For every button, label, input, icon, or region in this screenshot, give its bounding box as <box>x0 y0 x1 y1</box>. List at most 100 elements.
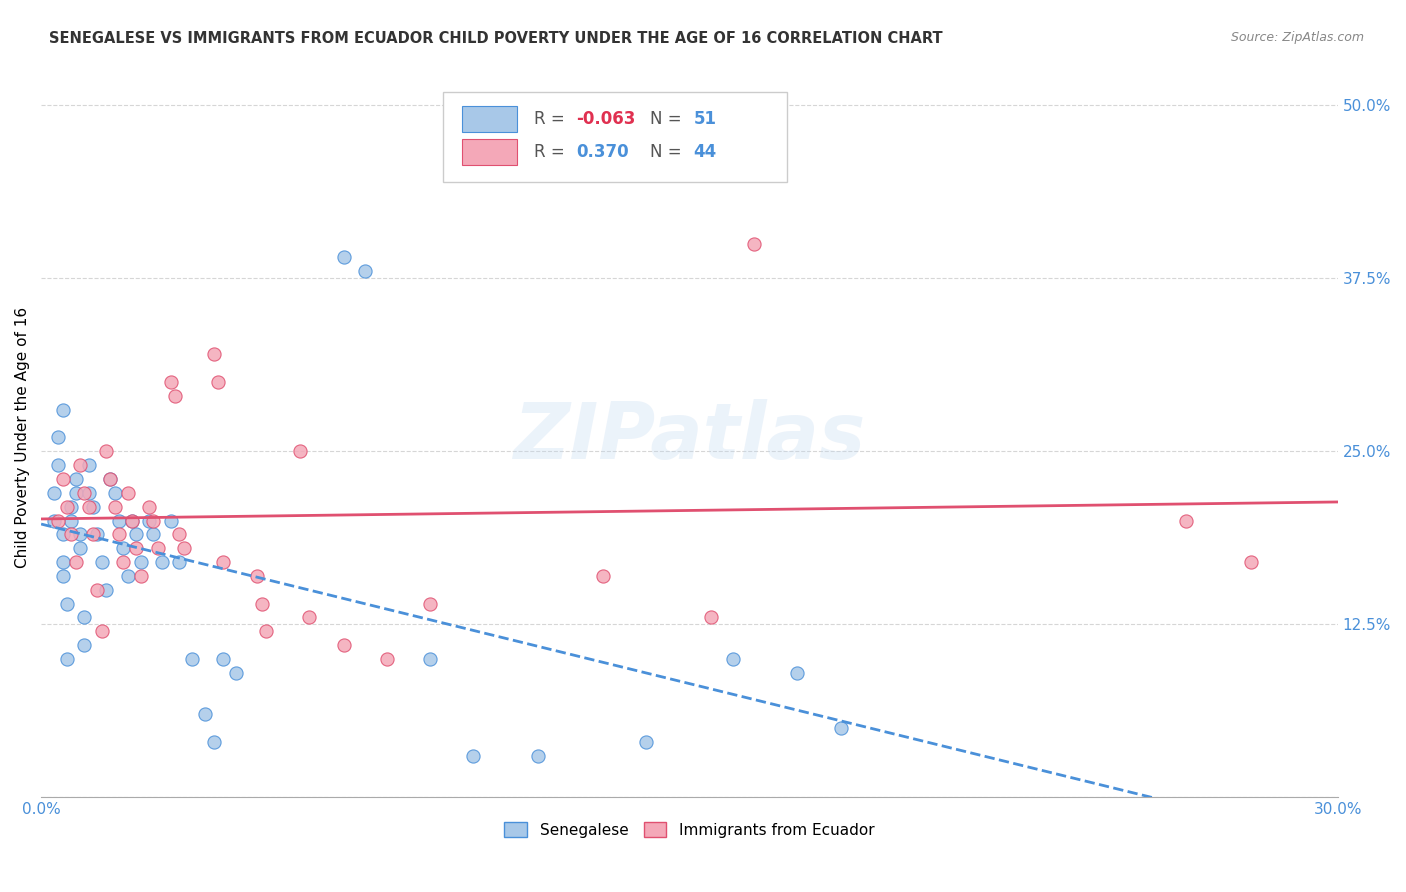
Point <box>1175 514 1198 528</box>
Point <box>42 485 65 500</box>
FancyBboxPatch shape <box>463 106 517 132</box>
Point <box>254 624 277 639</box>
Point <box>207 375 229 389</box>
Point <box>332 251 354 265</box>
Point <box>636 735 658 749</box>
Point <box>65 555 87 569</box>
Point <box>169 527 191 541</box>
Point <box>721 652 744 666</box>
Y-axis label: Child Poverty Under the Age of 16: Child Poverty Under the Age of 16 <box>15 307 30 568</box>
Legend: Senegalese, Immigrants from Ecuador: Senegalese, Immigrants from Ecuador <box>498 815 880 844</box>
Point <box>146 541 169 556</box>
Text: R =: R = <box>534 143 569 161</box>
Point <box>77 458 100 472</box>
Point <box>103 485 125 500</box>
Point <box>65 472 87 486</box>
Point <box>463 748 485 763</box>
Point <box>375 652 398 666</box>
Point <box>103 500 125 514</box>
Point <box>786 665 808 680</box>
Point <box>159 375 181 389</box>
Point <box>52 569 75 583</box>
Point <box>129 569 152 583</box>
Point <box>52 555 75 569</box>
Point <box>117 485 139 500</box>
Point <box>211 652 233 666</box>
Text: 0.370: 0.370 <box>576 143 630 161</box>
Text: SENEGALESE VS IMMIGRANTS FROM ECUADOR CHILD POVERTY UNDER THE AGE OF 16 CORRELAT: SENEGALESE VS IMMIGRANTS FROM ECUADOR CH… <box>49 31 943 46</box>
Point <box>77 500 100 514</box>
Point <box>69 541 91 556</box>
Point <box>419 652 441 666</box>
Point <box>250 597 273 611</box>
Text: ZIPatlas: ZIPatlas <box>513 400 866 475</box>
Point <box>52 472 75 486</box>
Point <box>65 485 87 500</box>
Point <box>56 652 79 666</box>
Text: 44: 44 <box>693 143 717 161</box>
Point <box>121 514 143 528</box>
Point <box>112 541 135 556</box>
Point <box>125 541 148 556</box>
Point <box>117 569 139 583</box>
Point <box>165 389 187 403</box>
Point <box>56 500 79 514</box>
Text: -0.063: -0.063 <box>576 111 636 128</box>
Point <box>73 610 96 624</box>
Point <box>742 236 765 251</box>
Point <box>60 514 83 528</box>
Point <box>138 500 160 514</box>
Point <box>48 458 70 472</box>
Point <box>52 402 75 417</box>
Point <box>181 652 204 666</box>
Point <box>108 514 131 528</box>
Point <box>194 707 217 722</box>
Point <box>290 444 312 458</box>
Text: R =: R = <box>534 111 569 128</box>
Point <box>121 514 143 528</box>
Point <box>173 541 195 556</box>
Point <box>82 500 104 514</box>
Point <box>1240 555 1263 569</box>
Point <box>56 597 79 611</box>
Point <box>138 514 160 528</box>
Point <box>86 527 108 541</box>
Text: Source: ZipAtlas.com: Source: ZipAtlas.com <box>1230 31 1364 45</box>
Point <box>86 582 108 597</box>
Point <box>94 582 117 597</box>
Point <box>463 167 485 181</box>
Point <box>98 472 121 486</box>
FancyBboxPatch shape <box>443 92 786 182</box>
Point <box>202 735 225 749</box>
Point <box>60 500 83 514</box>
Text: N =: N = <box>651 111 688 128</box>
Point <box>592 569 614 583</box>
Point <box>129 555 152 569</box>
Point <box>211 555 233 569</box>
Point <box>159 514 181 528</box>
Point <box>225 665 247 680</box>
Point <box>77 485 100 500</box>
Point <box>202 347 225 361</box>
Point <box>298 610 321 624</box>
FancyBboxPatch shape <box>463 138 517 164</box>
Point <box>419 597 441 611</box>
Point <box>42 514 65 528</box>
Point <box>48 514 70 528</box>
Point <box>150 555 173 569</box>
Point <box>246 569 269 583</box>
Point <box>354 264 377 278</box>
Point <box>108 527 131 541</box>
Point <box>82 527 104 541</box>
Point <box>69 458 91 472</box>
Point <box>73 485 96 500</box>
Point <box>48 430 70 444</box>
Text: N =: N = <box>651 143 688 161</box>
Point <box>60 527 83 541</box>
Point <box>142 527 165 541</box>
Point <box>73 638 96 652</box>
Point <box>112 555 135 569</box>
Point <box>700 610 723 624</box>
Point <box>142 514 165 528</box>
Text: 51: 51 <box>693 111 716 128</box>
